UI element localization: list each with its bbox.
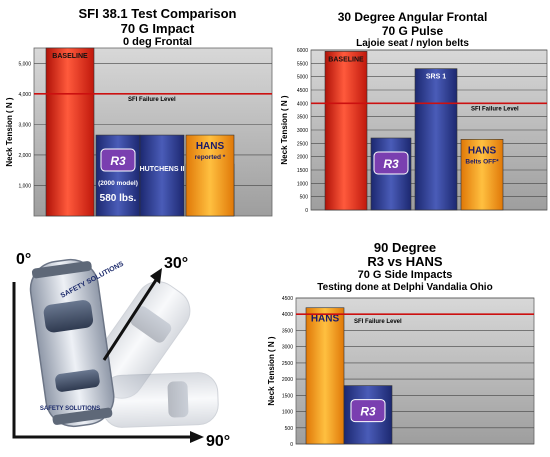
y-axis-label: Neck Tension ( N ) [5,97,14,167]
r3-logo-text: R3 [110,154,126,168]
y-tick-label: 6000 [297,48,308,54]
y-tick-label: 4500 [297,88,308,94]
chart-side-impact: 90 Degree R3 vs HANS 70 G Side Impacts T… [260,232,550,452]
r3-logo-shape [350,399,386,423]
y-tick-label: 3,000 [18,122,31,128]
y-tick-label: 1500 [297,168,308,174]
y-tick-label: 5500 [297,61,308,67]
bar-label-hans: HANS [468,145,497,156]
r3-logo-icon: R3 [373,151,409,175]
bar-hutchens-ii [139,134,185,217]
chart2-plot: 0 500 1000 1500 2000 2500 3000 3500 4000 4500 5000… [280,48,548,214]
chart3-subtitle2: 70 G Side Impacts [357,269,453,281]
r3-logo-shape [373,151,409,175]
bar-note: reported * [195,154,226,161]
y-tick-label: 4000 [297,101,308,107]
bar-note: (2000 model) [98,180,138,187]
y-tick-label: 2500 [297,141,308,147]
race-car-icon [29,258,115,428]
r3-logo-icon: R3 [100,148,136,172]
threshold-label: SFI Failure Level [128,97,176,103]
y-tick-label: 4000 [282,312,293,318]
y-tick-label: 3500 [297,115,308,121]
diagram-svg: 0° 30° 90° SAFETY SOLUTIONS SAFETY SOLUT… [12,251,230,450]
bar-label-hans: HANS [311,314,340,325]
y-tick-label: 1000 [297,181,308,187]
y-tick-label: 1,000 [18,183,31,189]
y-tick-label: 500 [285,426,294,432]
y-tick-label: 3500 [282,328,293,334]
r3-logo-icon: R3 [350,399,386,423]
y-tick-label: 1000 [282,410,293,416]
y-tick-label: 2,000 [18,153,31,159]
bar-label: BASELINE [52,53,88,60]
y-axis-label: Neck Tension ( N ) [267,336,276,406]
y-tick-label: 3000 [282,345,293,351]
angle-label-90: 90° [206,433,230,450]
bar-hans [305,307,345,445]
y-tick-label: 2000 [297,155,308,161]
bar-label: SRS 1 [426,74,446,81]
chart2-title: 30 Degree Angular Frontal [337,10,488,24]
y-tick-label: 5,000 [18,61,31,67]
bar-srs-1 [414,68,458,211]
y-tick-label: 4,000 [18,92,31,98]
bar-hans [185,134,235,217]
chart3-title: 90 Degree [373,240,437,255]
chart1-subtitle2: 0 deg Frontal [122,36,193,48]
bar-hans [460,139,504,211]
y-tick-label: 0 [290,442,293,448]
y-axis-label: Neck Tension ( N ) [280,95,289,165]
bar-label-hans: HANS [196,141,225,152]
chart3-subtitle: R3 vs HANS [367,254,443,269]
threshold-label: SFI Failure Level [471,106,519,112]
y-tick-label: 3000 [297,128,308,134]
bar-baseline [324,51,368,211]
threshold-label: SFI Failure Level [354,319,402,325]
chart1-plot: 1,000 2,000 3,000 4,000 5,000 Neck Tension ( … [5,47,273,217]
r3-logo-text: R3 [383,157,399,171]
y-tick-label: 5000 [297,75,308,81]
y-tick-label: 2500 [282,361,293,367]
bar-note: 580 lbs. [100,193,137,204]
hutchens-logo-text: HUTCHENS II [140,166,185,173]
chart2-subtitle2: Lajoie seat / nylon belts [356,38,469,49]
angle-label-30: 30° [164,255,188,272]
chart3-plot: 0 500 1000 1500 2000 2500 3000 3500 4000 4500 Neck… [267,296,535,448]
diagram-axes [12,282,190,439]
chart2-subtitle: 70 G Pulse [381,24,444,38]
bar-label: BASELINE [328,56,364,63]
r3-logo-text: R3 [360,405,376,419]
angle-label-0: 0° [16,251,31,268]
chart1-subtitle: 70 G Impact [120,21,195,36]
chart-sfi-frontal: SFI 38.1 Test Comparison 70 G Impact 0 d… [0,0,275,232]
bar-note: Belts OFF* [465,158,499,165]
y-tick-label: 1500 [282,393,293,399]
impact-angle-diagram: 0° 30° 90° SAFETY SOLUTIONS SAFETY SOLUT… [0,232,260,452]
bar-baseline [45,47,95,217]
y-tick-label: 500 [300,195,309,201]
diagram-30-arrow [102,279,158,361]
chart3-subtitle3: Testing done at Delphi Vandalia Ohio [317,282,493,293]
bar-r3 [95,134,141,217]
r3-logo-shape [100,148,136,172]
chart1-title: SFI 38.1 Test Comparison [78,6,237,21]
car-decal-2: SAFETY SOLUTIONS [40,406,100,412]
y-tick-label: 2000 [282,377,293,383]
y-tick-label: 0 [305,208,308,214]
y-tick-label: 4500 [282,296,293,302]
chart-angular-frontal: 30 Degree Angular Frontal 70 G Pulse Laj… [275,0,550,232]
